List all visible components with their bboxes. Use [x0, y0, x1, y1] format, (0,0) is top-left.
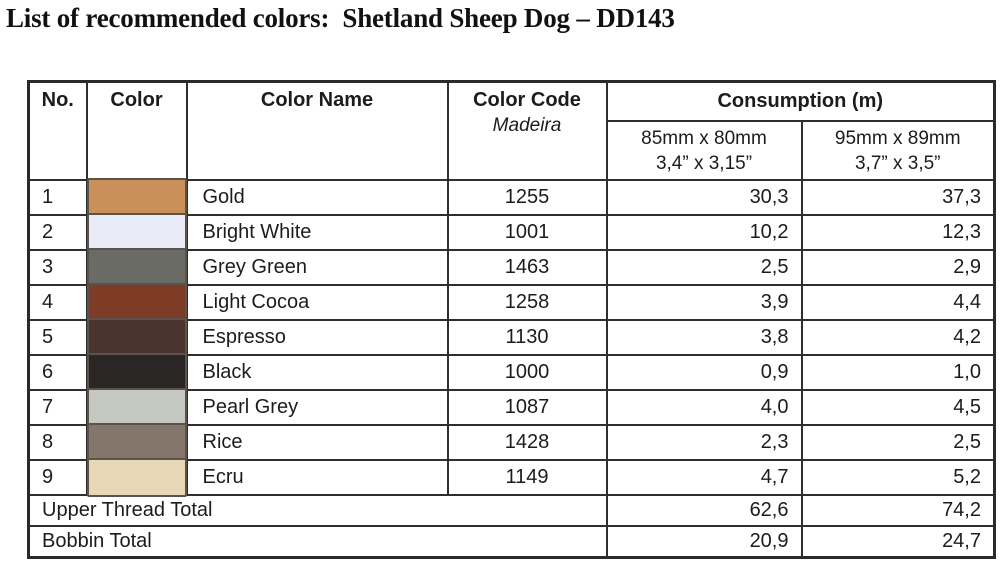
color-cell [85, 248, 188, 287]
color-name-cell: Ecru [185, 459, 449, 496]
consumption-size1-cell: 10,2 [605, 214, 803, 251]
header-color-code: Color Code Madeira [446, 80, 608, 181]
total-label-cell: Bobbin Total [27, 525, 608, 559]
color-swatch [86, 388, 187, 427]
consumption-size1-cell: 30,3 [605, 179, 803, 216]
total-size1-cell: 62,6 [605, 494, 803, 527]
color-code-cell: 1130 [446, 319, 608, 356]
table-row: 7 Pearl Grey 1087 4,0 4,5 [27, 388, 996, 427]
consumption-size2-cell: 2,9 [800, 249, 996, 286]
consumption-size2-cell: 4,5 [800, 389, 996, 426]
header-color: Color [85, 80, 188, 181]
color-name-cell: Espresso [185, 319, 449, 356]
total-label-cell: Upper Thread Total [27, 494, 608, 527]
color-code-cell: 1258 [446, 284, 608, 321]
color-cell [85, 423, 188, 462]
row-number-cell: 3 [27, 249, 88, 286]
color-name-cell: Gold [185, 179, 449, 216]
header-color-code-brand: Madeira [492, 115, 562, 136]
color-cell [85, 388, 188, 427]
color-swatch [86, 283, 187, 322]
color-cell [85, 318, 188, 357]
total-size2-cell: 74,2 [800, 494, 996, 527]
color-swatch [86, 423, 187, 462]
color-code-cell: 1000 [446, 354, 608, 391]
page-title: List of recommended colors: Shetland She… [6, 3, 675, 33]
color-swatch [86, 458, 187, 497]
consumption-size2-cell: 5,2 [800, 459, 996, 496]
header-size-1-mm: 85mm x 80mm [641, 127, 767, 149]
color-name-cell: Black [185, 354, 449, 391]
consumption-size2-cell: 37,3 [800, 179, 996, 216]
header-size-2-inch: 3,7” x 3,5” [854, 152, 941, 174]
consumption-size2-cell: 12,3 [800, 214, 996, 251]
header-no: No. [27, 80, 88, 181]
row-number-cell: 8 [27, 424, 88, 461]
table-row: 3 Grey Green 1463 2,5 2,9 [27, 248, 996, 287]
consumption-size1-cell: 3,9 [605, 284, 803, 321]
color-code-cell: 1001 [446, 214, 608, 251]
color-name-cell: Rice [185, 424, 449, 461]
consumption-size2-cell: 4,4 [800, 284, 996, 321]
table-row: 8 Rice 1428 2,3 2,5 [27, 423, 996, 462]
header-row-main: No. Color Color Name Color Code Madeira … [27, 80, 996, 181]
consumption-size1-cell: 2,5 [605, 249, 803, 286]
color-code-cell: 1255 [446, 179, 608, 216]
color-cell [85, 353, 188, 392]
total-size2-cell: 24,7 [800, 525, 996, 559]
consumption-size1-cell: 4,0 [605, 389, 803, 426]
row-number-cell: 2 [27, 214, 88, 251]
color-swatch [86, 248, 187, 287]
consumption-size1-cell: 3,8 [605, 319, 803, 356]
table-row: 6 Black 1000 0,9 1,0 [27, 353, 996, 392]
color-cell [85, 213, 188, 252]
row-number-cell: 9 [27, 459, 88, 496]
header-row-sizes: 85mm x 80mm 3,4” x 3,15” 95mm x 89mm 3,7… [29, 120, 996, 181]
color-name-cell: Grey Green [185, 249, 449, 286]
header-size-1-inch: 3,4” x 3,15” [655, 152, 753, 174]
table-row: 5 Espresso 1130 3,8 4,2 [27, 318, 996, 357]
color-code-cell: 1463 [446, 249, 608, 286]
table-row: 9 Ecru 1149 4,7 5,2 [27, 458, 996, 497]
color-swatch [86, 318, 187, 357]
total-row: Bobbin Total 20,9 24,7 [27, 525, 996, 559]
row-number-cell: 5 [27, 319, 88, 356]
row-number-cell: 7 [27, 389, 88, 426]
consumption-size1-cell: 2,3 [605, 424, 803, 461]
consumption-size2-cell: 4,2 [800, 319, 996, 356]
table-row: 1 Gold 1255 30,3 37,3 [27, 178, 996, 217]
color-name-cell: Light Cocoa [185, 284, 449, 321]
consumption-size1-cell: 4,7 [605, 459, 803, 496]
color-swatch [86, 353, 187, 392]
table-row: 2 Bright White 1001 10,2 12,3 [27, 213, 996, 252]
total-row: Upper Thread Total 62,6 74,2 [27, 494, 996, 527]
header-size-2: 95mm x 89mm 3,7” x 3,5” [800, 120, 996, 181]
row-number-cell: 4 [27, 284, 88, 321]
color-swatch [86, 213, 187, 252]
color-name-cell: Bright White [185, 214, 449, 251]
color-code-cell: 1087 [446, 389, 608, 426]
color-cell [85, 283, 188, 322]
color-table: No. Color Color Name Color Code Madeira … [27, 80, 996, 559]
consumption-size1-cell: 0,9 [605, 354, 803, 391]
color-cell [85, 458, 188, 497]
header-color-name: Color Name [185, 80, 449, 181]
table-row: 4 Light Cocoa 1258 3,9 4,4 [27, 283, 996, 322]
color-cell [85, 178, 188, 217]
consumption-size2-cell: 2,5 [800, 424, 996, 461]
row-number-cell: 6 [27, 354, 88, 391]
consumption-size2-cell: 1,0 [800, 354, 996, 391]
header-consumption: Consumption (m) [605, 80, 996, 122]
header-size-2-mm: 95mm x 89mm [834, 127, 961, 149]
row-number-cell: 1 [27, 179, 88, 216]
total-size1-cell: 20,9 [605, 525, 803, 559]
color-name-cell: Pearl Grey [185, 389, 449, 426]
color-code-cell: 1428 [446, 424, 608, 461]
header-color-code-label: Color Code [473, 89, 581, 111]
header-size-1: 85mm x 80mm 3,4” x 3,15” [605, 120, 803, 181]
color-swatch [86, 178, 187, 217]
color-code-cell: 1149 [446, 459, 608, 496]
